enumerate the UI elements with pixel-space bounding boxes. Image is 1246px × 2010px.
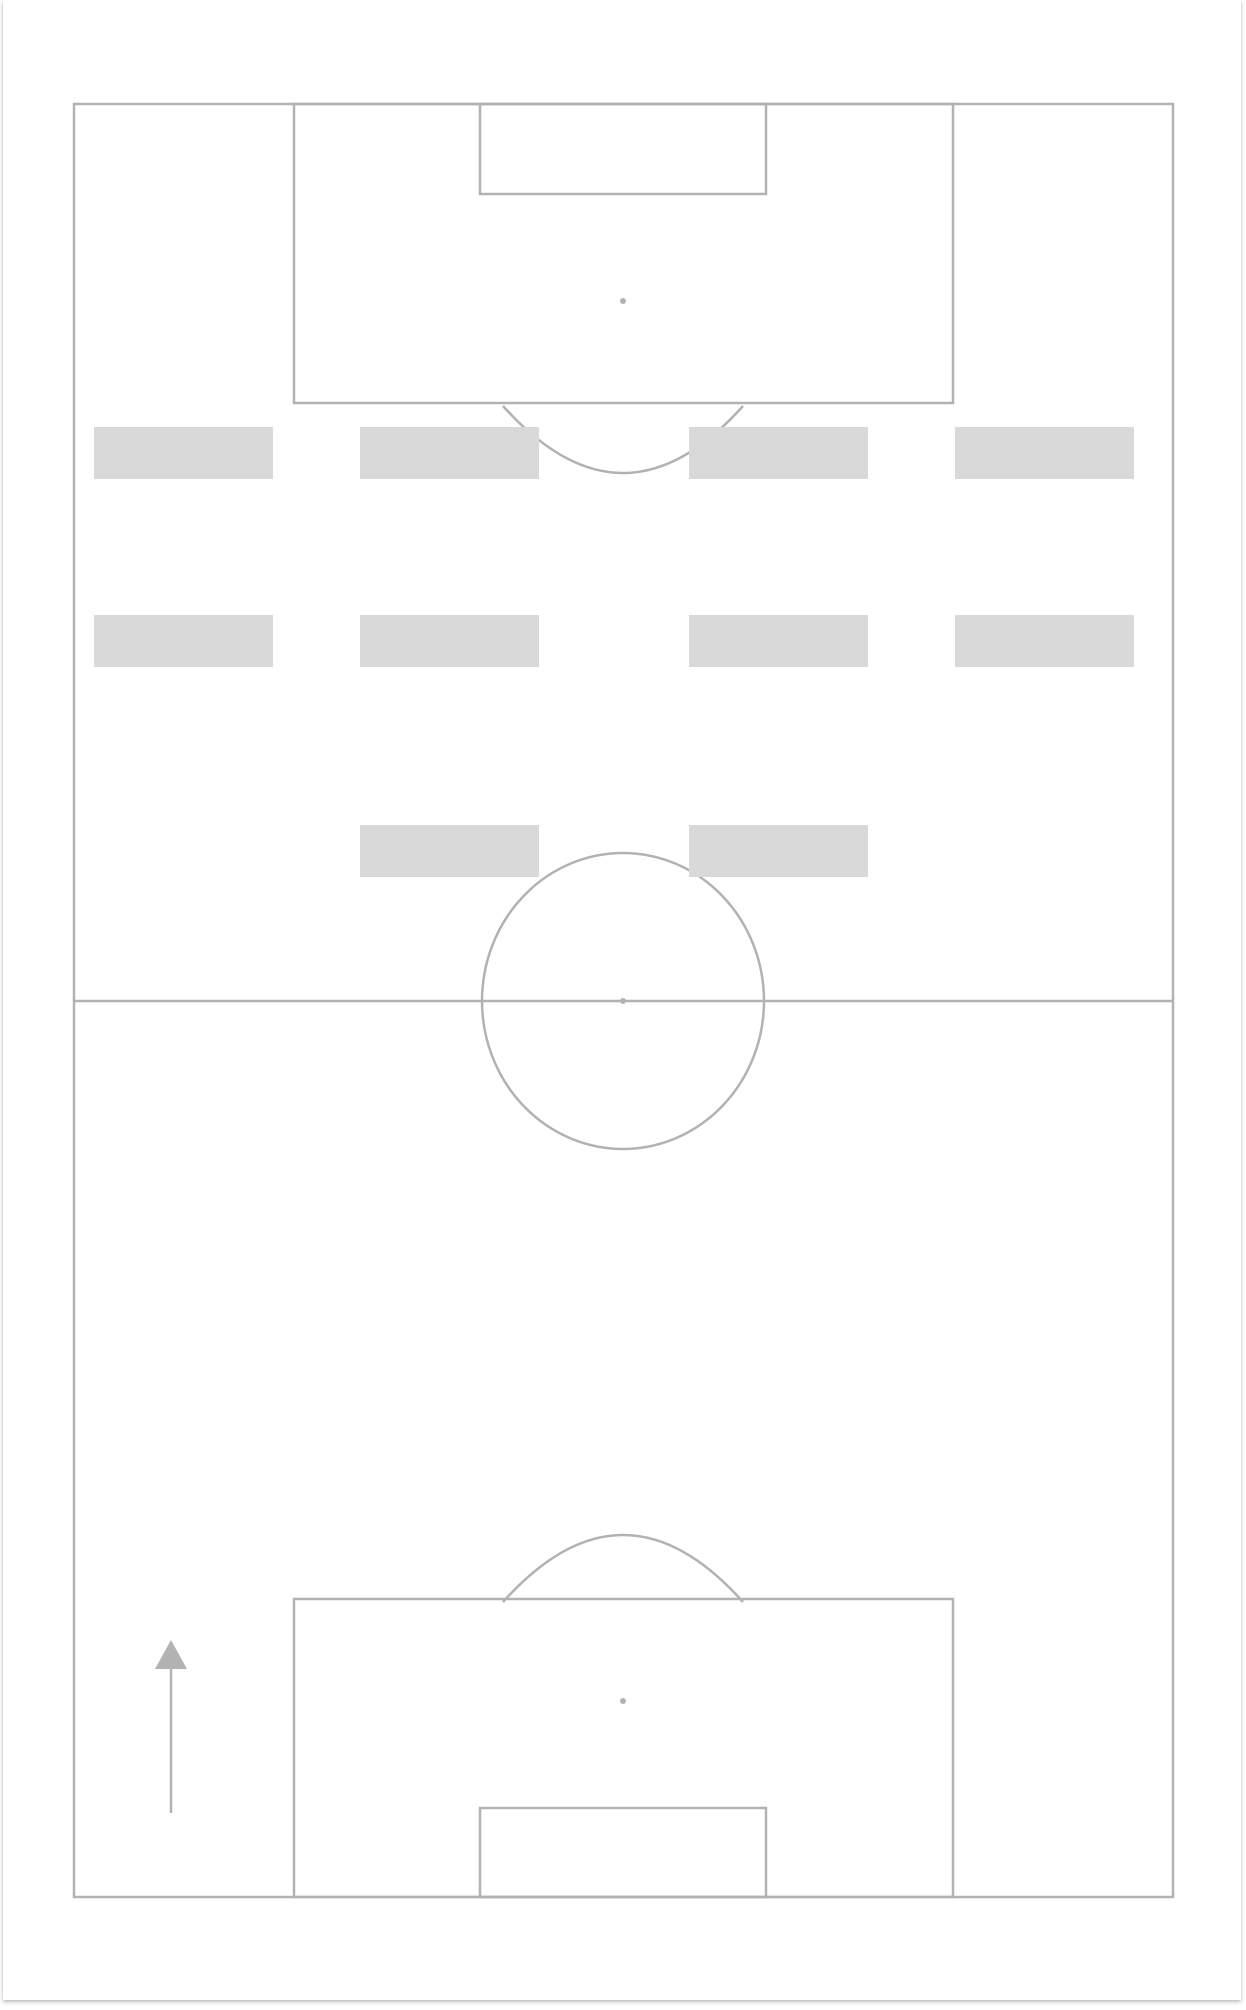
player-slot[interactable] [360,825,539,877]
player-slot[interactable] [360,615,539,667]
player-slot[interactable] [955,615,1134,667]
top-goal-area [478,102,768,196]
top-penalty-spot [620,298,626,304]
player-slot[interactable] [955,427,1134,479]
top-penalty-area [292,102,955,405]
player-slot[interactable] [94,615,273,667]
bottom-penalty-spot [620,1698,626,1704]
bottom-penalty-arc [502,1533,744,1603]
player-slot[interactable] [360,427,539,479]
player-slot[interactable] [689,427,868,479]
center-spot [620,998,626,1004]
up-arrow-icon [155,1640,187,1813]
player-slot[interactable] [689,825,868,877]
center-circle [480,851,766,1151]
player-slot[interactable] [94,427,273,479]
bottom-penalty-area [292,1597,955,1899]
player-slot[interactable] [689,615,868,667]
bottom-goal-area [478,1806,768,1899]
